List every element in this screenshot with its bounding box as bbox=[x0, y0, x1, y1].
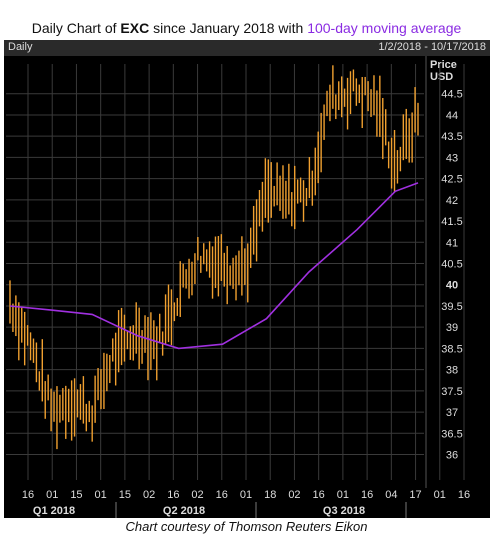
x-tick-label: 04 bbox=[385, 489, 397, 501]
x-tick-label: 02 bbox=[288, 489, 300, 501]
y-tick-label: 40 bbox=[446, 280, 458, 292]
x-tick-label: 02 bbox=[143, 489, 155, 501]
x-tick-label: 16 bbox=[361, 489, 373, 501]
y-tick-label: 42.5 bbox=[441, 174, 462, 186]
x-tick-label: 17 bbox=[409, 489, 421, 501]
chart-header-bar: Daily 1/2/2018 - 10/17/2018 bbox=[4, 40, 490, 57]
x-tick-label: 01 bbox=[240, 489, 252, 501]
y-unit-label: Price bbox=[430, 59, 457, 71]
y-tick-label: 38.5 bbox=[441, 343, 462, 355]
quarter-label: Q1 2018 bbox=[33, 505, 75, 517]
x-tick-label: 01 bbox=[46, 489, 58, 501]
title-ma-text: 100-day moving average bbox=[307, 20, 462, 36]
y-tick-label: 40.5 bbox=[441, 259, 462, 271]
y-tick-label: 41.5 bbox=[441, 216, 462, 228]
date-range: 1/2/2018 - 10/17/2018 bbox=[378, 41, 486, 53]
quarter-label: Q3 2018 bbox=[323, 505, 365, 517]
x-tick-label: 01 bbox=[337, 489, 349, 501]
quarter-label: Q2 2018 bbox=[163, 505, 205, 517]
chart-title: Daily Chart of EXC since January 2018 wi… bbox=[0, 20, 493, 36]
x-tick-label: 16 bbox=[22, 489, 34, 501]
y-tick-label: 38 bbox=[446, 365, 458, 377]
x-tick-label: 15 bbox=[119, 489, 131, 501]
y-tick-label: 41 bbox=[446, 237, 458, 249]
x-tick-label: 16 bbox=[458, 489, 470, 501]
y-tick-label: 36.5 bbox=[441, 428, 462, 440]
x-tick-label: 02 bbox=[191, 489, 203, 501]
x-tick-label: 01 bbox=[434, 489, 446, 501]
y-unit-label: USD bbox=[430, 71, 453, 83]
price-chart: 36 36.5 37 37.5 38 38.5 39 39.5 40 40.5 41 41.5 42 42… bbox=[4, 56, 490, 518]
x-tick-label: 15 bbox=[70, 489, 82, 501]
y-tick-label: 44 bbox=[446, 110, 458, 122]
x-tick-label: 18 bbox=[264, 489, 276, 501]
x-tick-label: 16 bbox=[216, 489, 228, 501]
y-tick-label: 43.5 bbox=[441, 131, 462, 143]
y-tick-label: 42 bbox=[446, 195, 458, 207]
y-tick-label: 43 bbox=[446, 152, 458, 164]
x-tick-label: 16 bbox=[167, 489, 179, 501]
x-tick-label: 01 bbox=[95, 489, 107, 501]
title-prefix: Daily Chart of bbox=[31, 20, 121, 36]
y-tick-label: 37.5 bbox=[441, 386, 462, 398]
title-middle: since January 2018 with bbox=[149, 20, 308, 36]
moving-average-line bbox=[9, 182, 419, 350]
y-tick-label: 39 bbox=[446, 322, 458, 334]
y-tick-label: 36 bbox=[446, 450, 458, 462]
y-tick-label: 44.5 bbox=[441, 89, 462, 101]
title-ticker: EXC bbox=[120, 20, 150, 36]
chart-caption: Chart courtesy of Thomson Reuters Eikon bbox=[125, 519, 368, 534]
x-tick-label: 16 bbox=[313, 489, 325, 501]
chart-panel: Daily 1/2/2018 - 10/17/2018 36 36.5 37 37.5… bbox=[4, 40, 490, 518]
y-tick-label: 39.5 bbox=[441, 301, 462, 313]
period-label: Daily bbox=[8, 41, 33, 53]
y-tick-label: 37 bbox=[446, 407, 458, 419]
